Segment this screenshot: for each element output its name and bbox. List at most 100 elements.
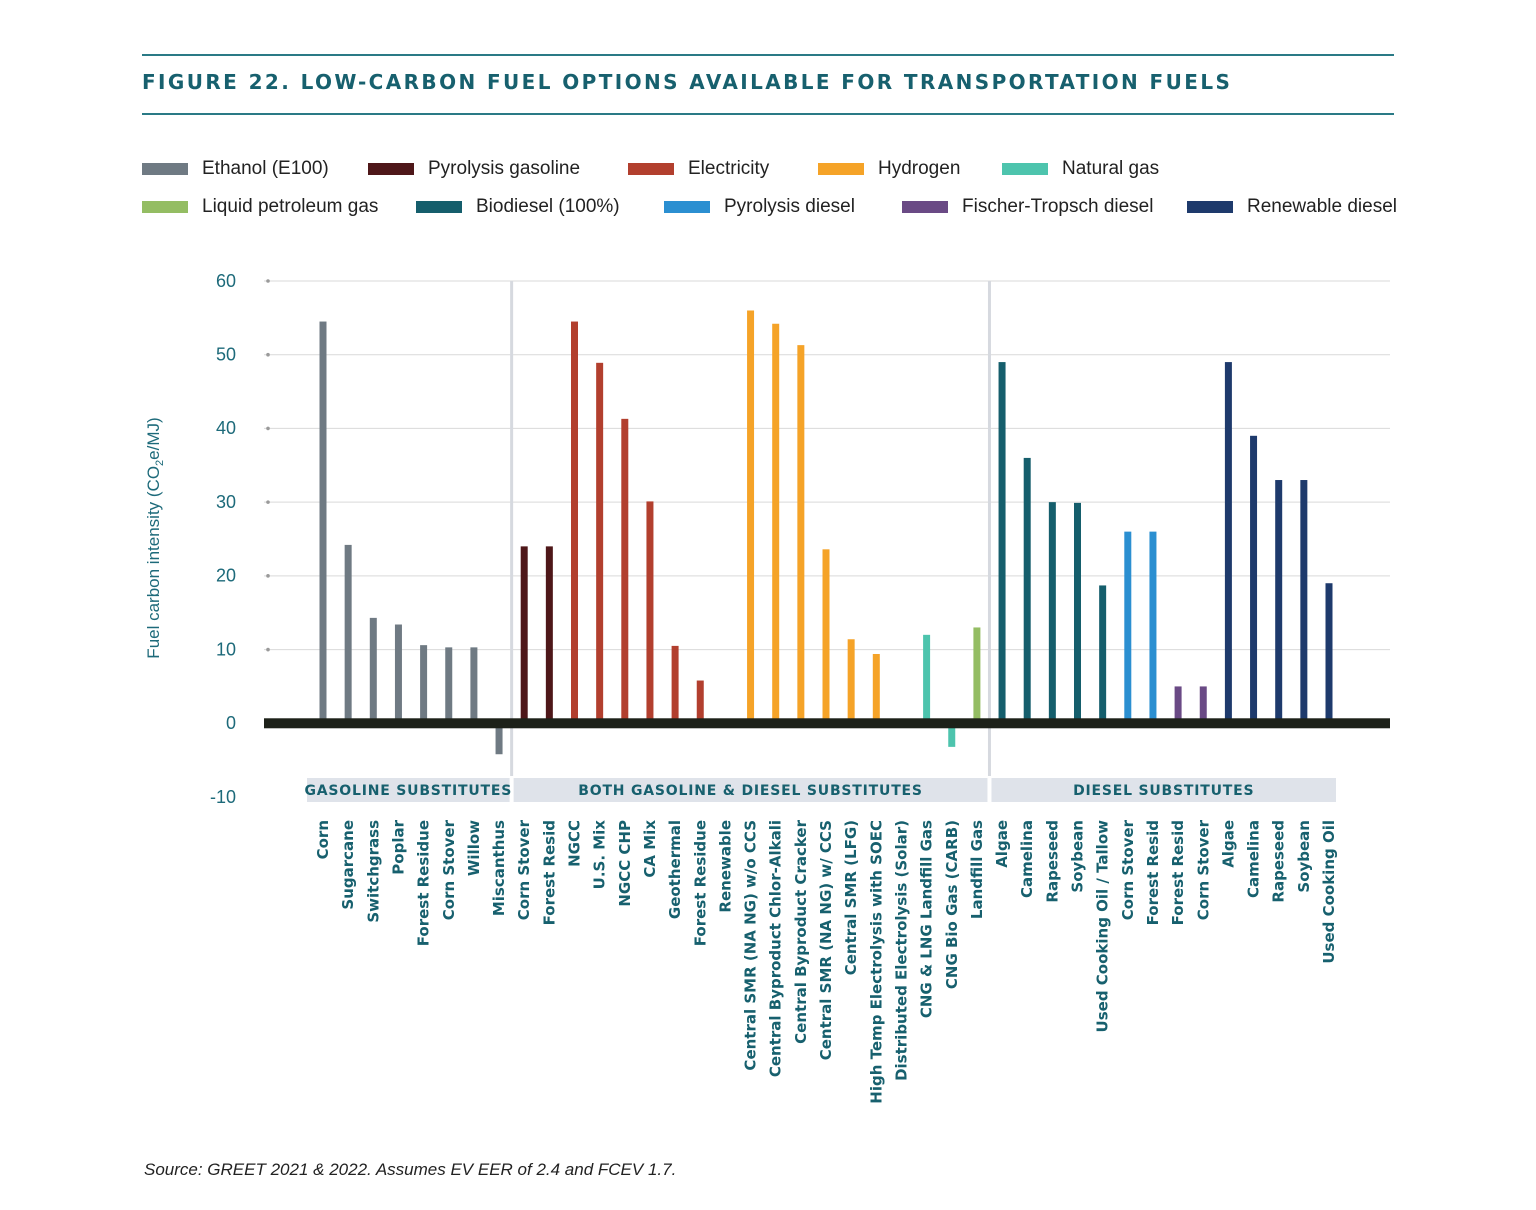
legend-swatch	[416, 201, 462, 213]
bar	[394, 624, 402, 724]
legend-swatch	[1002, 163, 1048, 175]
bar	[671, 645, 679, 724]
bar	[369, 617, 377, 724]
y-axis-label-tail: e/MJ)	[144, 417, 163, 460]
bar	[445, 647, 453, 724]
bar	[797, 345, 805, 724]
bar	[420, 645, 428, 724]
group-label: GASOLINE SUBSTITUTES	[304, 783, 512, 799]
legend-swatch	[368, 163, 414, 175]
bar	[646, 501, 654, 724]
bar	[998, 362, 1006, 724]
legend-swatch	[1187, 201, 1233, 213]
category-label: CA Mix	[641, 820, 659, 878]
legend-item: Liquid petroleum gas	[142, 196, 378, 218]
category-label: Soybean	[1069, 820, 1087, 893]
legend-item: Fischer-Tropsch diesel	[902, 196, 1153, 218]
category-label: Geothermal	[666, 820, 684, 919]
category-label: Camelina	[1018, 820, 1036, 898]
bar	[772, 323, 780, 724]
group-label: DIESEL SUBSTITUTES	[1073, 783, 1254, 799]
y-tick-label: 0	[226, 713, 236, 733]
category-label: Central Byproduct Chlor-Alkali	[767, 820, 785, 1077]
category-label: Rapeseed	[1270, 820, 1288, 903]
bar	[1124, 531, 1132, 724]
title-underline	[142, 113, 1394, 115]
category-label: NGCC	[566, 820, 584, 867]
category-label: Central SMR (NA NG) w/ CCS	[817, 820, 835, 1060]
bar	[973, 627, 981, 724]
bar	[520, 546, 528, 724]
group-band	[991, 778, 1336, 802]
legend-swatch	[818, 163, 864, 175]
category-label: Corn Stover	[440, 819, 458, 920]
y-axis-label: Fuel carbon intensity (CO2e/MJ)	[144, 417, 166, 658]
legend-item: Renewable diesel	[1187, 196, 1397, 218]
bar	[1149, 531, 1157, 724]
bar	[948, 723, 956, 747]
category-label: Soybean	[1295, 820, 1313, 893]
category-label: Poplar	[389, 819, 407, 874]
legend-item: Ethanol (E100)	[142, 158, 329, 180]
legend-label: Liquid petroleum gas	[202, 196, 379, 217]
y-tick-label: 20	[216, 566, 236, 586]
y-tick-label: 10	[216, 639, 236, 659]
category-label: Landfill Gas	[968, 820, 986, 919]
category-label: U.S. Mix	[591, 820, 609, 890]
y-tick-label: 60	[216, 271, 236, 291]
bar	[1224, 362, 1232, 724]
bar	[1174, 686, 1182, 724]
y-tick-mark	[266, 574, 270, 578]
bar	[747, 310, 755, 724]
y-tick-mark	[266, 647, 270, 652]
legend-item: Electricity	[628, 158, 769, 180]
bar	[1199, 686, 1207, 724]
category-label: Central SMR (LFG)	[842, 820, 860, 975]
category-label: Willow	[465, 820, 483, 876]
legend-label: Pyrolysis gasoline	[428, 158, 581, 179]
bar	[822, 549, 830, 724]
category-label: Corn Stover	[1194, 819, 1212, 920]
top-rule	[142, 54, 1394, 56]
category-label: Switchgrass	[364, 820, 382, 923]
bar-chart: 60 50 40 30 20 10 0 -10 Fuel carbon intensity (C…	[144, 271, 1390, 1104]
bar	[1099, 585, 1107, 724]
y-tick-label: 50	[216, 344, 236, 364]
category-label: Corn Stover	[1119, 819, 1137, 920]
category-label: High Temp Electrolysis with SOEC	[867, 820, 885, 1104]
bar	[470, 647, 478, 724]
category-label: CNG & LNG Landfill Gas	[918, 820, 936, 1018]
category-label: Distributed Electrolysis (Solar)	[892, 820, 910, 1081]
bar	[1325, 583, 1333, 724]
y-tick-mark	[266, 500, 270, 504]
legend-item: Pyrolysis diesel	[664, 196, 855, 218]
group-band	[513, 778, 988, 802]
category-label: Corn Stover	[515, 819, 533, 920]
legend-label: Fischer-Tropsch diesel	[962, 196, 1154, 217]
category-label: Used Cooking Oil	[1320, 820, 1338, 964]
legend-label: Electricity	[688, 158, 770, 179]
category-label: Algae	[993, 820, 1011, 868]
legend-label: Hydrogen	[878, 158, 961, 179]
figure-title: FIGURE 22. LOW-CARBON FUEL OPTIONS AVAIL…	[142, 70, 1233, 94]
bar	[319, 321, 327, 724]
bar	[1074, 502, 1081, 724]
category-label: CNG Bio Gas (CARB)	[943, 820, 961, 989]
group-label: BOTH GASOLINE & DIESEL SUBSTITUTES	[578, 783, 923, 799]
legend-label: Ethanol (E100)	[202, 158, 329, 179]
bar	[1048, 502, 1056, 724]
bar	[1023, 457, 1031, 724]
bar	[344, 544, 352, 724]
category-label: Forest Resid	[540, 820, 558, 925]
legend-item: Biodiesel (100%)	[416, 196, 620, 218]
bar	[571, 321, 578, 724]
legend-label: Pyrolysis diesel	[724, 196, 855, 217]
bar	[872, 653, 880, 724]
bar	[596, 362, 604, 724]
legend: Ethanol (E100) Pyrolysis gasoline Electric…	[142, 158, 1402, 228]
category-label: Central Byproduct Cracker	[792, 819, 810, 1043]
category-label: Renewable	[716, 820, 734, 913]
bar	[1275, 480, 1283, 724]
zero-baseline	[264, 718, 1390, 729]
legend-swatch	[664, 201, 710, 213]
